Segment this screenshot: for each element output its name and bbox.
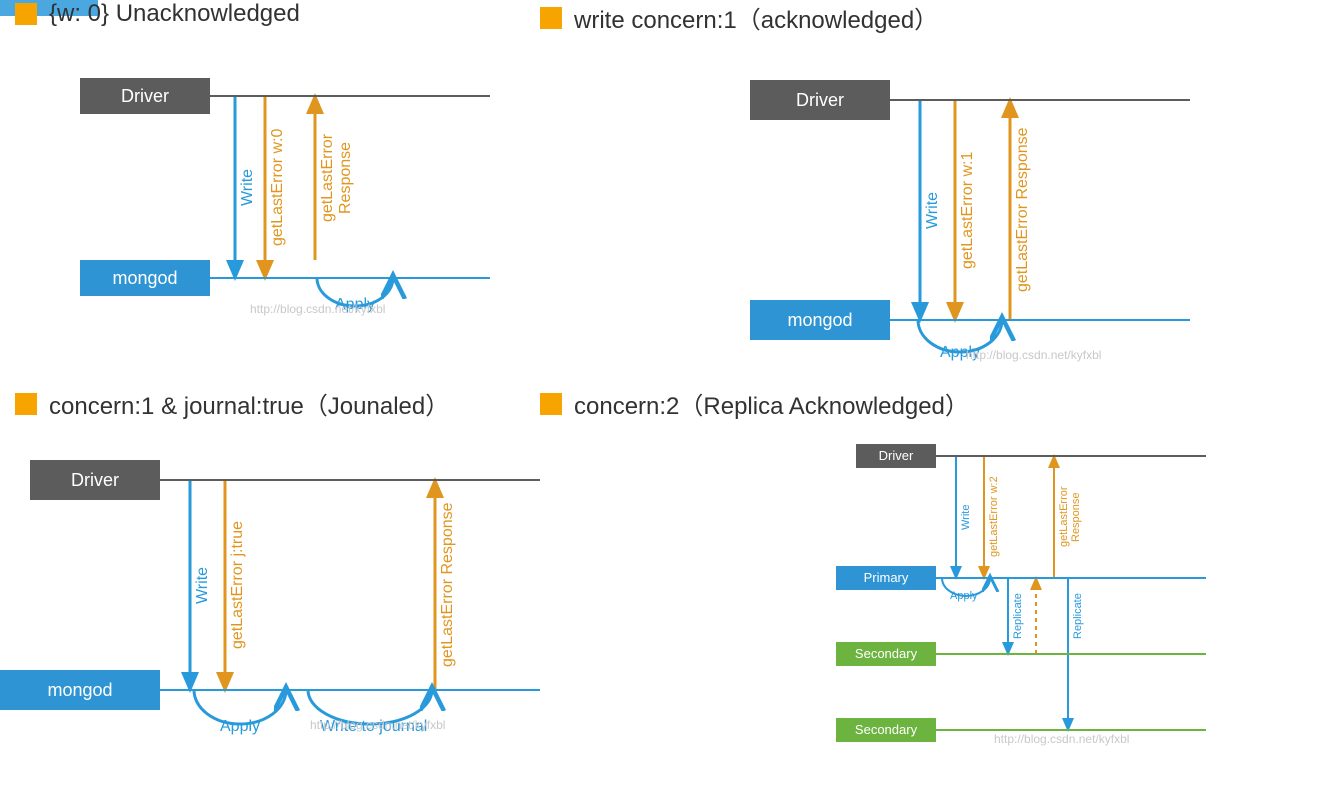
lifeline-box: Driver <box>750 80 890 120</box>
arrow-label: getLastError w:0 <box>269 106 287 268</box>
lifeline-line <box>890 99 1190 101</box>
title-3: concern:1 & journal:true（Jounaled） <box>49 386 449 421</box>
lifeline-box: mongod <box>750 300 890 340</box>
lifeline-line <box>890 319 1190 321</box>
page-root: {w: 0} Unacknowledged write concern:1（ac… <box>0 0 1332 785</box>
arrow-label: getLastError w:2 <box>988 462 1000 572</box>
arrow-label: getLastError Response <box>319 106 355 250</box>
diagram-journaled: Driver mongod Write getLastError j:true getL… <box>0 440 560 760</box>
title-row-1: {w: 0} Unacknowledged <box>15 0 300 28</box>
arrow-label: Write <box>194 510 212 660</box>
arrow-label: getLastError j:true <box>229 490 247 680</box>
diagram-svg <box>836 436 1236 766</box>
arc-label: Apply <box>950 590 978 602</box>
lifeline-box: Primary <box>836 566 936 590</box>
bullet-icon <box>15 393 37 415</box>
lifeline-box: Secondary <box>836 642 936 666</box>
lifeline-line <box>936 653 1206 655</box>
arrow-label: getLastError Response <box>1014 110 1032 310</box>
arrow-label: Replicate <box>1072 582 1084 650</box>
bullet-icon <box>15 3 37 25</box>
lifeline-box: Driver <box>856 444 936 468</box>
arrow-label: getLastError Response <box>1058 462 1082 572</box>
lifeline-box: Driver <box>80 78 210 114</box>
lifeline-line <box>936 577 1206 579</box>
arrow-label: Write <box>924 130 942 290</box>
lifeline-box: Secondary <box>836 718 936 742</box>
lifeline-box: Driver <box>30 460 160 500</box>
title-row-2: write concern:1（acknowledged） <box>540 0 938 35</box>
title-row-4: concern:2（Replica Acknowledged） <box>540 386 969 421</box>
title-row-3: concern:1 & journal:true（Jounaled） <box>15 386 449 421</box>
lifeline-box: mongod <box>0 670 160 710</box>
diagram-unacknowledged: Driver mongod Write getLastError w:0 getLast… <box>60 60 510 330</box>
title-4: concern:2（Replica Acknowledged） <box>574 386 969 421</box>
arrow-label: Write <box>239 116 257 258</box>
lifeline-line <box>210 277 490 279</box>
watermark: http://blog.csdn.net/kyfxbl <box>250 302 385 316</box>
lifeline-box: mongod <box>80 260 210 296</box>
bullet-icon <box>540 393 562 415</box>
diagram-acknowledged: Driver mongod Write getLastError w:1 getLast… <box>720 60 1220 370</box>
title-2: write concern:1（acknowledged） <box>574 0 938 35</box>
lifeline-line <box>936 729 1206 731</box>
title-1: {w: 0} Unacknowledged <box>49 0 300 28</box>
watermark: http://blog.csdn.net/kyfxbl <box>310 718 445 732</box>
arrow-label: Replicate <box>1012 582 1024 650</box>
lifeline-line <box>210 95 490 97</box>
lifeline-line <box>160 479 540 481</box>
watermark: http://blog.csdn.net/kyfxbl <box>994 732 1129 746</box>
arc-label: Apply <box>220 718 260 736</box>
arrow-label: getLastError Response <box>439 490 457 680</box>
diagram-replica: Driver Primary Secondary Secondary Write getL… <box>836 436 1236 766</box>
watermark: http://blog.csdn.net/kyfxbl <box>966 348 1101 362</box>
arrow-label: Write <box>960 476 972 558</box>
lifeline-line <box>160 689 540 691</box>
lifeline-line <box>936 455 1206 457</box>
arrow-label: getLastError w:1 <box>959 110 977 310</box>
bullet-icon <box>540 7 562 29</box>
